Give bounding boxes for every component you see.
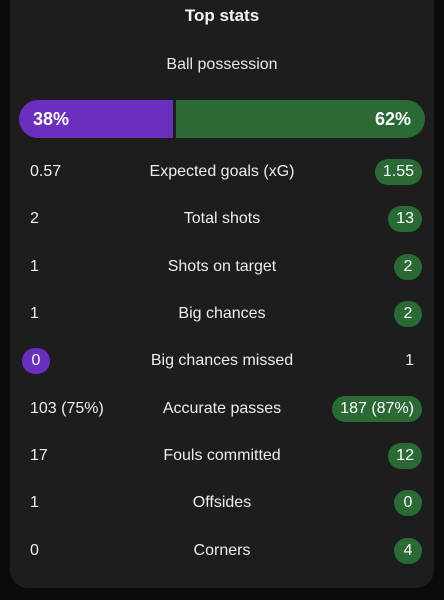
stat-label: Fouls committed — [163, 447, 281, 464]
possession-home: 38% — [19, 100, 174, 138]
home-value: 1 — [30, 305, 39, 322]
home-value: 0 — [22, 348, 50, 374]
possession-bar: 38% 62% — [19, 100, 425, 138]
away-value: 1 — [405, 352, 414, 369]
stat-row-corners[interactable]: 0 Corners 4 — [10, 536, 434, 566]
away-value: 187 (87%) — [332, 396, 422, 422]
away-value: 2 — [394, 301, 422, 327]
stat-row-expected-goals[interactable]: 0.57 Expected goals (xG) 1.55 — [10, 157, 434, 187]
stat-label: Total shots — [183, 210, 261, 227]
possession-label: Ball possession — [166, 56, 278, 73]
away-value: 1.55 — [374, 159, 422, 185]
possession-away-value: 62% — [374, 108, 411, 129]
home-value: 1 — [30, 258, 39, 275]
stat-row-accurate-passes[interactable]: 103 (75%) Accurate passes 187 (87%) — [10, 394, 434, 424]
stat-label: Big chances — [178, 305, 266, 322]
possession-home-value: 38% — [33, 108, 70, 129]
stat-label: Corners — [193, 542, 251, 559]
stat-row-total-shots[interactable]: 2 Total shots 13 — [10, 204, 434, 234]
home-value: 0.57 — [30, 163, 62, 180]
away-value: 4 — [394, 538, 422, 564]
home-value: 1 — [30, 494, 39, 511]
stat-row-big-chances-missed[interactable]: 0 Big chances missed 1 — [10, 346, 434, 376]
stat-label: Big chances missed — [150, 352, 294, 369]
away-value: 13 — [388, 206, 422, 232]
possession-divider — [173, 100, 177, 138]
home-value: 17 — [30, 447, 48, 464]
away-value: 2 — [394, 254, 422, 280]
stat-row-shots-on-target[interactable]: 1 Shots on target 2 — [10, 252, 434, 282]
home-value: 103 (75%) — [30, 400, 104, 417]
home-value: 0 — [30, 542, 39, 559]
possession-away: 62% — [176, 100, 425, 138]
away-value: 0 — [394, 490, 422, 516]
stat-row-offsides[interactable]: 1 Offsides 0 — [10, 488, 434, 518]
stat-label: Accurate passes — [162, 400, 282, 417]
stat-label: Shots on target — [167, 258, 277, 275]
stat-label: Offsides — [192, 494, 252, 511]
top-stats-card: Top stats Ball possession 38% 62% 0.57 E… — [10, 0, 434, 588]
stat-label: Expected goals (xG) — [149, 163, 295, 180]
stat-row-fouls-committed[interactable]: 17 Fouls committed 12 — [10, 441, 434, 471]
stat-row-big-chances[interactable]: 1 Big chances 2 — [10, 299, 434, 329]
section-title: Top stats — [184, 6, 260, 25]
home-value: 2 — [30, 210, 39, 227]
away-value: 12 — [388, 443, 422, 469]
